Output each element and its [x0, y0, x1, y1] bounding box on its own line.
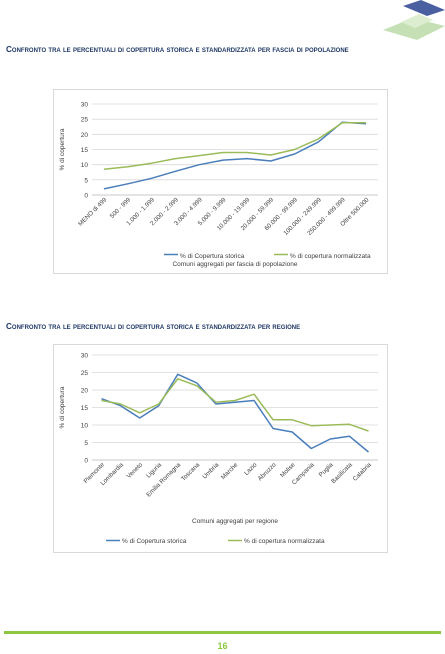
y-tick-label: 0 — [84, 193, 88, 200]
y-tick-label: 25 — [81, 370, 89, 377]
chart-population-box: 0 5 10 15 20 25 30 MENO di 499 500 - 999 1.000 - … — [53, 89, 388, 274]
x-tick-label: Veneto — [125, 461, 144, 480]
y-tick-label: 25 — [81, 117, 89, 124]
x-tick-label: Puglia — [318, 461, 336, 479]
x-axis-label: Comuni aggregati per regione — [192, 518, 278, 525]
y-tick-label: 15 — [81, 405, 89, 412]
series-line-1 — [101, 373, 369, 453]
y-tick-label: 30 — [81, 353, 89, 360]
x-tick-label: Basilicata — [330, 461, 354, 485]
y-tick-label: 0 — [84, 458, 88, 465]
y-tick-label: 20 — [81, 132, 89, 139]
x-tick-label: Umbria — [201, 461, 220, 480]
x-tick-label: 500 - 999 — [109, 196, 133, 220]
series-line-2 — [101, 378, 369, 432]
series-line-1 — [103, 121, 367, 190]
y-tick-label: 20 — [81, 388, 89, 395]
x-tick-label: Calabria — [352, 461, 374, 483]
y-tick-label: 15 — [81, 147, 89, 154]
y-axis-label: % di copertura — [59, 128, 66, 170]
logo-blue-shape — [403, 0, 445, 16]
x-tick-label: Abruzzo — [257, 461, 278, 482]
logo-green-shape-light — [401, 14, 433, 28]
y-tick-label: 30 — [81, 102, 89, 109]
legend-label: % di Copertura storica — [180, 253, 245, 260]
page-number: 16 — [217, 641, 228, 651]
x-tick-label: Lazio — [243, 461, 259, 477]
footer-divider — [4, 631, 441, 634]
x-tick-label: Emilia Romagna — [145, 461, 182, 498]
section-title-population: Confronto tra le percentuali di copertur… — [6, 45, 349, 54]
x-tick-label: Marche — [220, 461, 240, 481]
y-tick-label: 10 — [81, 162, 89, 169]
y-tick-label: 10 — [81, 423, 89, 430]
chart-region-box: 0 5 10 15 20 25 30 Piemonte Lombardia Veneto Ligur… — [53, 344, 388, 553]
section-title-region: Confronto tra le percentuali di copertur… — [6, 322, 301, 331]
y-tick-label: 5 — [84, 177, 88, 184]
x-tick-label: MENO di 499 — [77, 196, 109, 228]
x-axis-label: Comuni aggregati per fascia di popolazio… — [172, 261, 297, 268]
publisher-logo — [383, 0, 445, 40]
logo-green-shape — [383, 18, 445, 40]
x-tick-label: Molise — [279, 461, 297, 479]
y-axis-label: % di copertura — [59, 386, 66, 428]
series-line-2 — [103, 122, 367, 170]
x-tick-label: Toscana — [180, 461, 202, 483]
legend-label: % di copertura normalizzata — [244, 538, 325, 545]
legend-label: % di Copertura storica — [122, 538, 187, 545]
y-tick-label: 5 — [84, 440, 88, 447]
legend-label: % di copertura normalizzata — [290, 253, 371, 260]
